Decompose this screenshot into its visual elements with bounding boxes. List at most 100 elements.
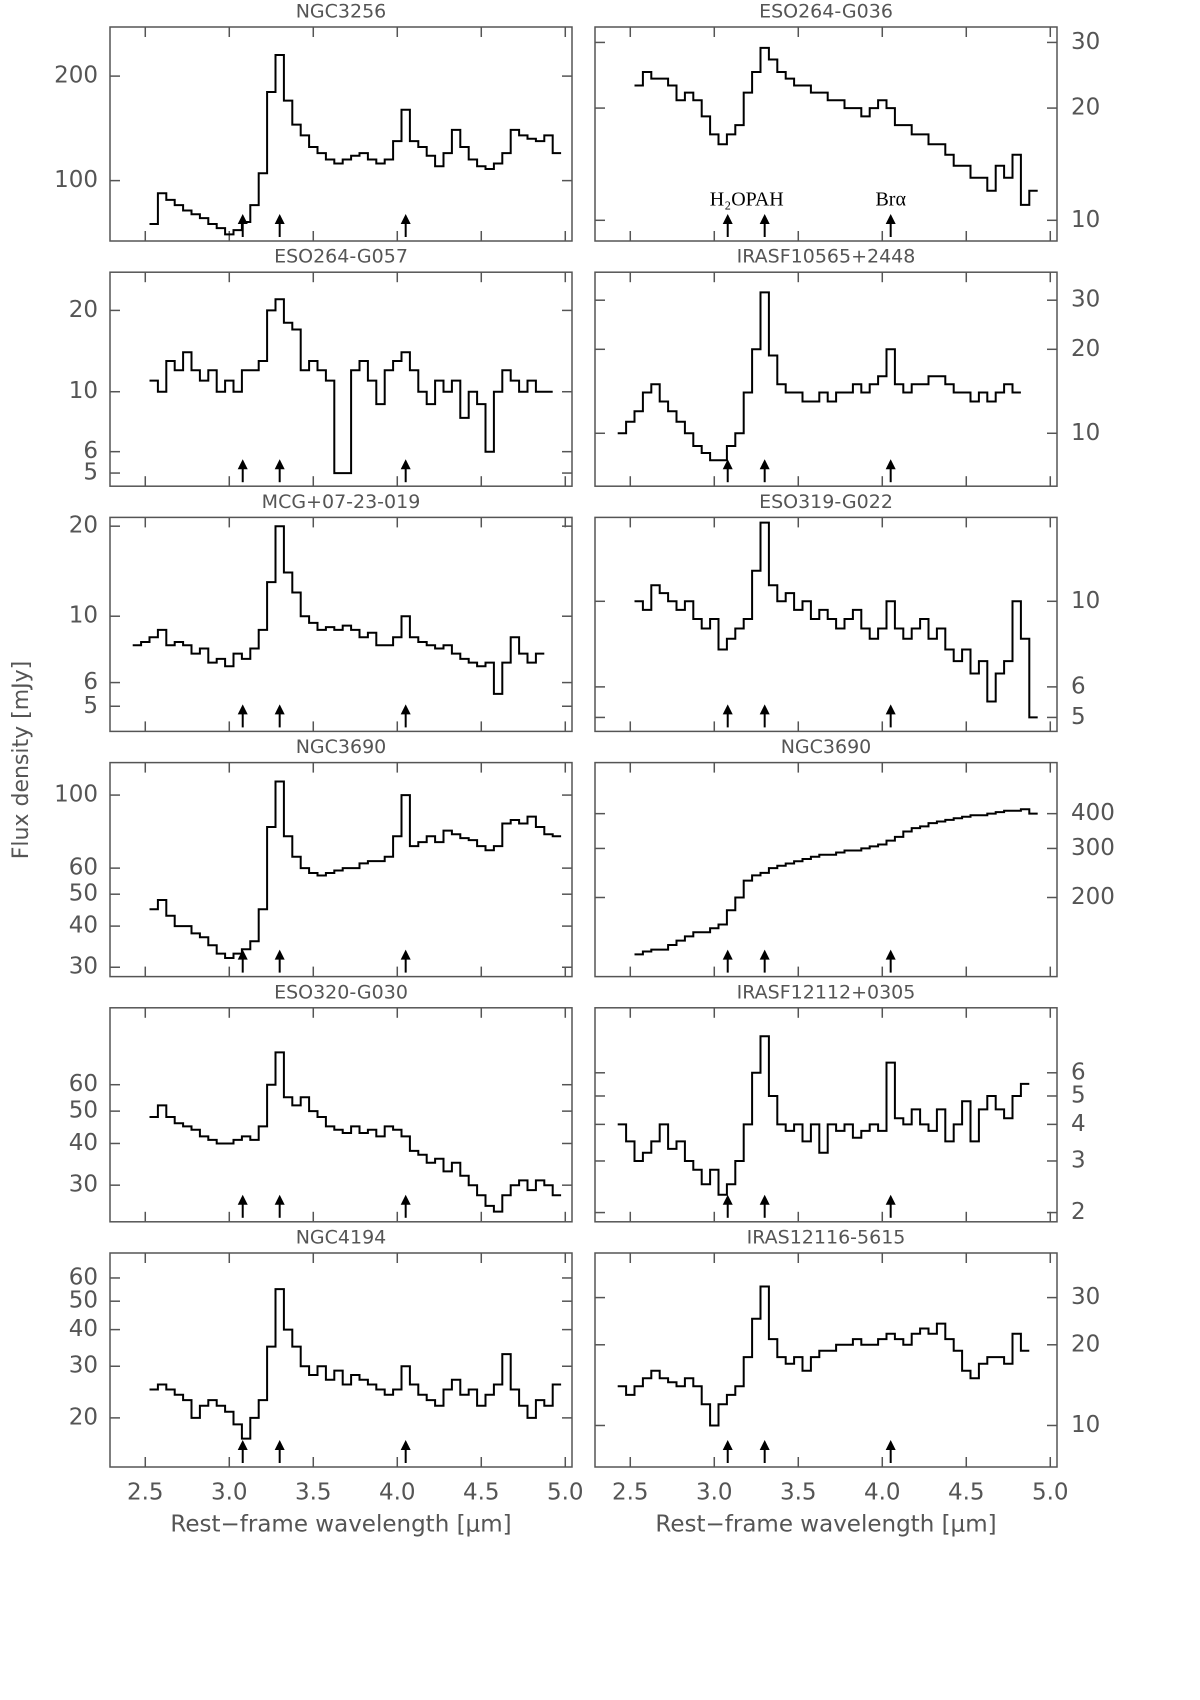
panel-frame (594, 271, 1058, 487)
spectrum-line (149, 1288, 562, 1440)
y-tick-label: 10 (1071, 207, 1100, 233)
y-tick-label: 5 (83, 460, 98, 486)
panel-frame (109, 1007, 573, 1223)
spectrum-line (149, 298, 553, 475)
panel-title: NGC3690 (296, 736, 387, 758)
y-tick-label: 50 (69, 881, 98, 907)
x-tick-label: 3.5 (780, 1480, 817, 1506)
y-tick-label: 5 (83, 693, 98, 719)
feature-arrowhead (759, 459, 770, 470)
y-tick-label: 200 (54, 63, 98, 89)
y-tick-label: 100 (54, 167, 98, 193)
feature-arrowhead (237, 459, 248, 470)
y-tick-label: 40 (69, 913, 98, 939)
feature-arrowhead (274, 1440, 285, 1450)
feature-arrowhead (237, 949, 248, 960)
feature-arrowhead (885, 704, 896, 715)
feature-arrowhead (237, 1440, 248, 1450)
y-tick-label: 30 (69, 1353, 98, 1379)
x-tick-label: 2.5 (127, 1480, 164, 1506)
feature-arrowhead (759, 949, 770, 960)
spectrum-line (149, 54, 562, 236)
y-tick-label: 6 (83, 669, 98, 695)
y-tick-label: 10 (69, 378, 98, 404)
feature-arrowhead (400, 214, 411, 224)
y-tick-label: 60 (69, 1071, 98, 1097)
feature-arrowhead (885, 1194, 896, 1205)
feature-arrowhead (237, 704, 248, 715)
feature-arrowhead (400, 1194, 411, 1205)
y-tick-label: 50 (69, 1288, 98, 1314)
panel-frame (109, 516, 573, 733)
x-tick-label: 3.0 (696, 1480, 733, 1506)
y-tick-label: 6 (83, 438, 98, 464)
y-tick-label: 3 (1071, 1147, 1086, 1173)
x-tick-label: 2.5 (612, 1480, 649, 1506)
panel-title: MCG+07-23-019 (262, 491, 421, 513)
panel-frame (594, 516, 1058, 733)
feature-arrowhead (274, 459, 285, 470)
panel-title: ESO319-G022 (759, 491, 893, 513)
feature-arrowhead (274, 1194, 285, 1205)
panel-frame (594, 1007, 1058, 1223)
feature-arrowhead (759, 704, 770, 715)
y-tick-label: 60 (69, 1264, 98, 1290)
feature-arrowhead (274, 214, 285, 224)
feature-label: PAH (746, 189, 784, 211)
feature-arrowhead (722, 1440, 733, 1450)
panel-title: IRAS12116-5615 (747, 1227, 906, 1249)
y-tick-label: 2 (1071, 1199, 1086, 1225)
feature-arrowhead (274, 704, 285, 715)
feature-arrowhead (237, 214, 248, 224)
x-tick-label: 4.0 (379, 1480, 416, 1506)
panel-title: ESO320-G030 (274, 981, 408, 1003)
spectrum-line (634, 808, 1038, 956)
y-tick-label: 30 (69, 1172, 98, 1198)
feature-arrowhead (722, 949, 733, 960)
feature-arrowhead (885, 214, 896, 224)
y-tick-label: 30 (69, 954, 98, 980)
spectrum-line (132, 525, 545, 695)
panel-title: NGC3256 (296, 1, 387, 23)
feature-arrowhead (400, 704, 411, 715)
spectrum-line (149, 780, 562, 959)
feature-arrowhead (400, 459, 411, 470)
panel-title: IRASF10565+2448 (737, 246, 916, 268)
spectrum-line (617, 291, 1021, 462)
x-tick-label: 5.0 (547, 1480, 584, 1506)
panel-frame (109, 761, 573, 978)
spectrum-line (617, 1285, 1030, 1427)
x-tick-label: 3.5 (295, 1480, 332, 1506)
feature-arrowhead (885, 949, 896, 960)
feature-arrowhead (722, 704, 733, 715)
y-tick-label: 5 (1071, 704, 1086, 730)
y-tick-label: 50 (69, 1098, 98, 1124)
y-tick-label: 10 (1071, 588, 1100, 614)
feature-arrowhead (237, 1194, 248, 1205)
spectrum-line (149, 1051, 562, 1213)
feature-arrowhead (759, 1440, 770, 1450)
panel-title: IRASF12112+0305 (737, 981, 916, 1003)
x-axis-label: Rest−frame wavelength [μm] (655, 1512, 996, 1538)
y-tick-label: 30 (1071, 1284, 1100, 1310)
y-tick-label: 6 (1071, 1059, 1086, 1085)
x-tick-label: 4.0 (864, 1480, 901, 1506)
spectrum-line (617, 1035, 1030, 1196)
feature-arrowhead (400, 1440, 411, 1450)
y-tick-label: 20 (1071, 95, 1100, 121)
y-tick-label: 10 (1071, 420, 1100, 446)
feature-arrowhead (885, 1440, 896, 1450)
panel-frame (109, 271, 573, 487)
y-tick-label: 40 (69, 1130, 98, 1156)
y-tick-label: 20 (69, 513, 98, 539)
y-tick-label: 20 (1071, 336, 1100, 362)
feature-arrowhead (722, 459, 733, 470)
y-tick-label: 20 (69, 1404, 98, 1430)
y-tick-label: 400 (1071, 800, 1115, 826)
panel-frame (109, 1252, 573, 1468)
feature-arrowhead (885, 459, 896, 470)
y-tick-label: 6 (1071, 673, 1086, 699)
x-tick-label: 4.5 (948, 1480, 985, 1506)
feature-arrowhead (274, 949, 285, 960)
